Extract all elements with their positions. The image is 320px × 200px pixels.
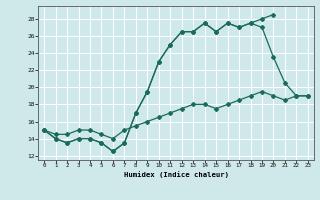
X-axis label: Humidex (Indice chaleur): Humidex (Indice chaleur): [124, 171, 228, 178]
